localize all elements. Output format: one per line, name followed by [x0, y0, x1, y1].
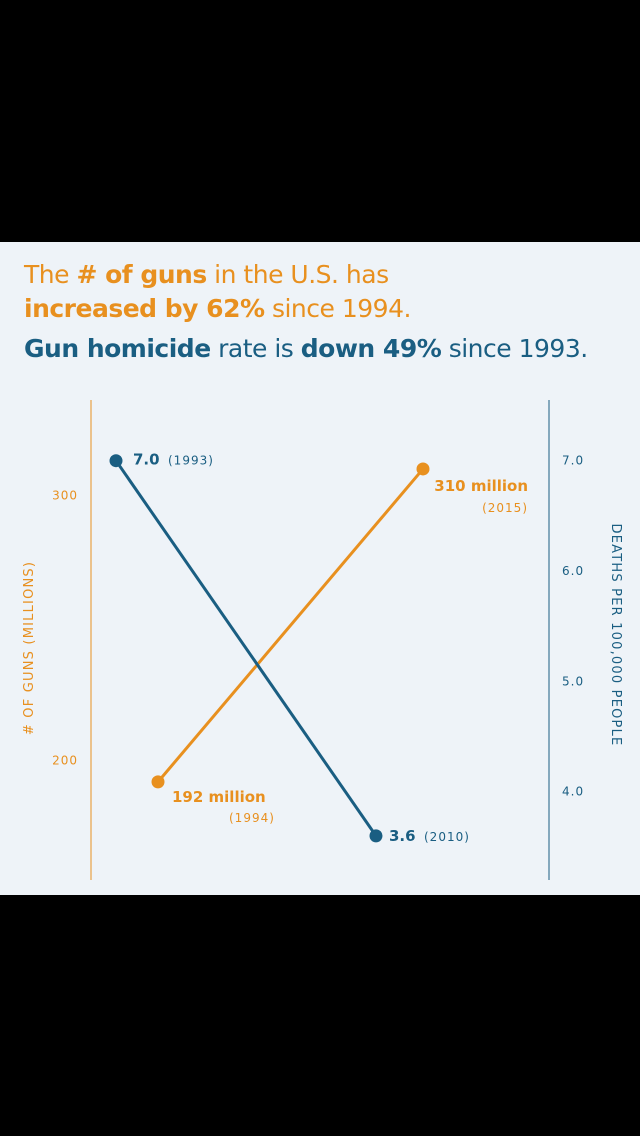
guns-data-point [416, 462, 430, 476]
right-axis-tick-label: 4.0 [562, 785, 584, 799]
headline-guns: The # of guns in the U.S. has increased b… [24, 258, 411, 326]
homicide-data-point [109, 454, 123, 468]
guns-year-label: (1994) [229, 811, 275, 825]
headline-text: in the U.S. has [206, 260, 389, 289]
headline-text: The [24, 260, 77, 289]
headline-text: rate is [210, 334, 301, 363]
headline-emphasis: Gun homicide [24, 334, 211, 363]
homicide-value-label: 7.0 [133, 451, 160, 469]
right-axis-tick-label: 5.0 [562, 674, 584, 688]
homicide-year-label: (1993) [168, 454, 214, 468]
guns-series-line [156, 467, 425, 783]
headline-text: since 1994. [264, 294, 411, 323]
guns-year-label: (2015) [482, 501, 528, 515]
headline-homicide: Gun homicide rate is down 49% since 1993… [24, 332, 588, 366]
guns-value-label: 192 million [172, 788, 266, 806]
headline-emphasis: down 49% [300, 334, 442, 363]
left-axis-title: # OF GUNS (MILLIONS) [22, 561, 37, 735]
slope-chart: 200 300 4.0 5.0 6.0 7.0 # OF GUNS (MILLIONS) DE… [22, 400, 623, 880]
guns-value-label: 310 million [434, 477, 528, 495]
homicide-value-label: 3.6 [389, 827, 416, 845]
headline-emphasis: increased by 62% [24, 294, 265, 323]
right-axis-tick-label: 7.0 [562, 454, 584, 468]
right-axis-title: DEATHS PER 100,000 PEOPLE [608, 524, 623, 747]
headline-text: since 1993. [441, 334, 588, 363]
right-axis-tick-label: 6.0 [562, 564, 584, 578]
infographic-panel: The # of guns in the U.S. has increased b… [0, 242, 640, 895]
homicide-series-line [114, 459, 378, 837]
left-axis-tick-label: 200 [52, 754, 78, 768]
headline-emphasis: # of guns [76, 260, 207, 289]
homicide-data-point [369, 829, 383, 843]
left-axis-tick-label: 300 [52, 488, 78, 502]
guns-data-point [151, 775, 165, 789]
homicide-year-label: (2010) [424, 830, 470, 844]
